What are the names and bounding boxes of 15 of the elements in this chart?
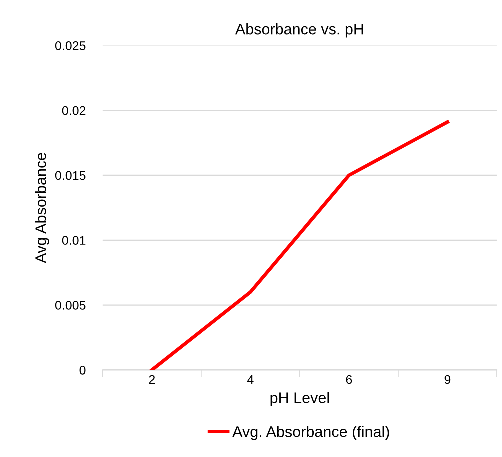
x-tick-label: 9: [444, 375, 451, 384]
y-tick-label: 0.025: [55, 42, 86, 50]
y-axis-title: Avg Absorbance: [35, 153, 50, 264]
line-series: [150, 120, 450, 370]
chart-title: Absorbance vs. pH: [235, 24, 364, 38]
x-axis-title: pH Level: [270, 392, 330, 406]
x-tick-label: 4: [248, 375, 254, 384]
y-tick-label: 0.02: [62, 106, 86, 116]
legend-label: Avg. Absorbance (final): [232, 426, 390, 440]
y-tick-label: 0.015: [55, 171, 86, 180]
y-tick-label: 0.005: [55, 301, 86, 310]
x-tick-label: 6: [346, 375, 352, 384]
y-tick-label: 0: [80, 366, 86, 375]
x-tick-label: 2: [149, 375, 156, 384]
y-tick-label: 0.01: [62, 236, 86, 246]
